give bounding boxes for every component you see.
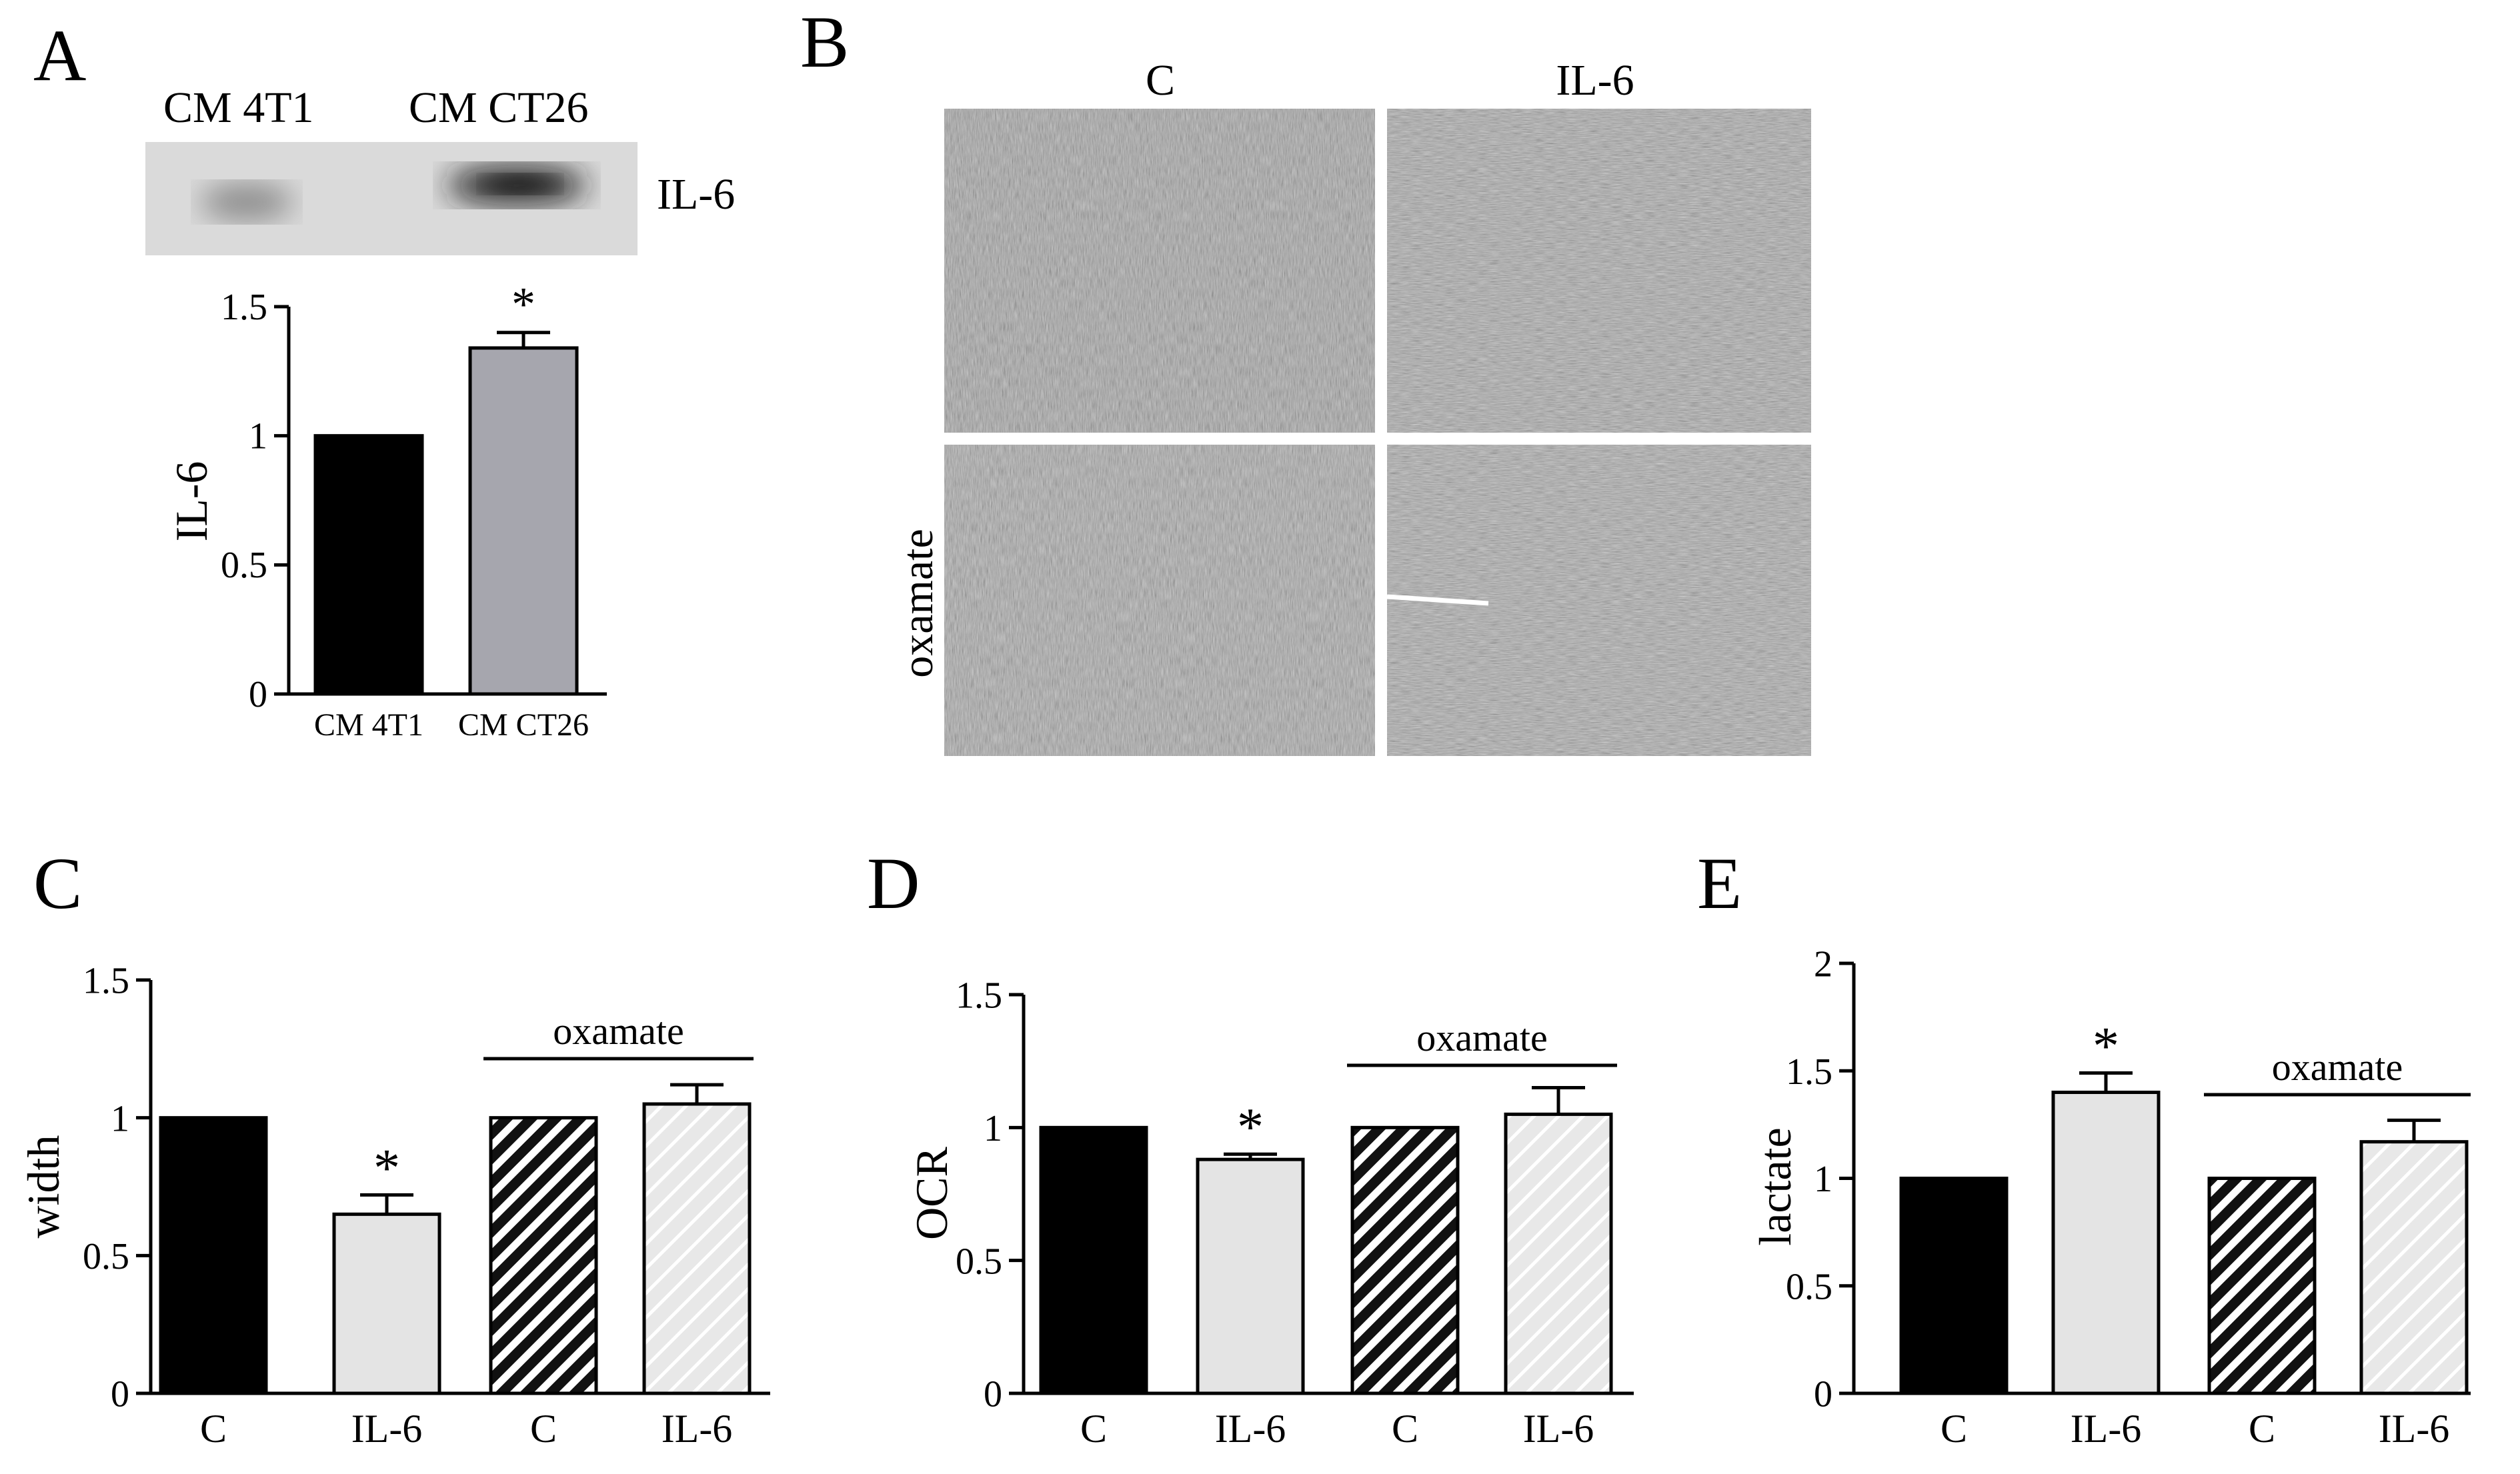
- panel-e-letter: E: [1697, 843, 1742, 924]
- panel-b: B C IL-6 oxamate: [800, 1, 1811, 756]
- panel-d-letter: D: [867, 843, 920, 924]
- bar-2: [1196, 1157, 1305, 1395]
- category-label-1: C: [1941, 1407, 1967, 1451]
- category-label-1: C: [1080, 1407, 1107, 1451]
- bar-4: [1504, 1112, 1613, 1395]
- scale-bar: [1386, 594, 1489, 606]
- group-label: oxamate: [1416, 1016, 1547, 1059]
- category-label-1: C: [200, 1407, 227, 1451]
- micrograph-il6: [1387, 109, 1811, 433]
- category-label-2: CM CT26: [458, 707, 589, 743]
- category-label-4: IL-6: [1523, 1407, 1594, 1451]
- category-label-2: IL-6: [2071, 1407, 2142, 1451]
- y-tick-label: 0: [1814, 1374, 1832, 1415]
- micrograph-column-label-il6: IL-6: [1556, 56, 1634, 105]
- y-tick-label: 1.5: [83, 961, 129, 1002]
- chart-a: 0 0.5 1 1.5 IL-6 CM 4T1 * CM CT26: [166, 278, 607, 743]
- group-label: oxamate: [553, 1009, 684, 1053]
- significance-marker-2: *: [2093, 1017, 2119, 1075]
- category-label-3: C: [2249, 1407, 2275, 1451]
- panel-e: E 0 0.5 1 1.5 2 lactate C * IL-6 C IL-6 oxamate: [1697, 843, 2471, 1451]
- micrograph-column-label-control: C: [1146, 56, 1175, 105]
- y-axis-label: IL-6: [166, 461, 217, 542]
- y-tick-label: 0.5: [956, 1241, 1002, 1282]
- group-label: oxamate: [2272, 1045, 2403, 1089]
- micrograph-control: [944, 109, 1375, 433]
- bar-4: [2359, 1140, 2469, 1395]
- y-tick-label: 0: [111, 1374, 129, 1415]
- y-tick-label: 1.5: [956, 975, 1002, 1017]
- bar-2: [332, 1212, 441, 1395]
- panel-a-letter: A: [33, 15, 86, 96]
- micrograph-grid: [944, 109, 1811, 756]
- y-tick-label: 1.5: [221, 287, 267, 328]
- y-tick-label: 1: [984, 1108, 1002, 1149]
- y-tick-label: 1.5: [1786, 1051, 1832, 1093]
- panel-a: A CM 4T1 CM CT26 IL-6 0 0.5 1 1.5 IL-6 CM 4T1…: [33, 15, 735, 743]
- blot-lane-label-1: CM 4T1: [163, 83, 314, 132]
- panel-c-letter: C: [33, 843, 82, 924]
- bar-1: [159, 1116, 268, 1395]
- y-tick-label: 2: [1814, 944, 1832, 985]
- y-tick-label: 0.5: [221, 545, 267, 586]
- y-tick-label: 0.5: [1786, 1266, 1832, 1307]
- category-label-3: C: [530, 1407, 557, 1451]
- chart-c: 0 0.5 1 1.5 width C * IL-6 C IL-6 oxamate: [18, 961, 770, 1451]
- bar-1: [313, 434, 424, 696]
- bar-1: [1899, 1177, 2009, 1395]
- blot-lane-label-2: CM CT26: [409, 83, 589, 132]
- y-axis-label: width: [18, 1135, 69, 1239]
- y-tick-label: 1: [1814, 1159, 1832, 1200]
- y-tick-label: 0: [249, 674, 267, 715]
- bar-2: [468, 346, 579, 696]
- bar-3: [1350, 1125, 1460, 1395]
- panel-c: C 0 0.5 1 1.5 width C * IL-6 C IL-6 oxamate: [18, 843, 770, 1451]
- blot-band-label: IL-6: [657, 170, 735, 219]
- y-tick-label: 1: [111, 1098, 129, 1139]
- y-axis-label: lactate: [1750, 1127, 1800, 1245]
- category-label-4: IL-6: [662, 1407, 733, 1451]
- significance-marker-2: *: [373, 1139, 400, 1197]
- y-axis-label: OCR: [906, 1146, 957, 1239]
- category-label-2: IL-6: [1215, 1407, 1286, 1451]
- bar-3: [2207, 1177, 2317, 1395]
- panel-b-letter: B: [800, 1, 849, 83]
- micrograph-oxamate-il6: [1386, 445, 1811, 756]
- chart-d: 0 0.5 1 1.5 OCR C * IL-6 C IL-6 oxamate: [906, 975, 1634, 1451]
- category-label-1: CM 4T1: [314, 707, 423, 743]
- micrograph-oxamate-control: [944, 445, 1375, 756]
- bar-4: [642, 1102, 752, 1395]
- y-tick-label: 0: [984, 1374, 1002, 1415]
- significance-marker-2: *: [1237, 1098, 1264, 1157]
- panel-d: D 0 0.5 1 1.5 OCR C * IL-6 C IL-6 oxamate: [867, 843, 1634, 1451]
- bar-3: [489, 1116, 598, 1395]
- western-blot-image: [145, 142, 638, 255]
- category-label-3: C: [1392, 1407, 1418, 1451]
- chart-e: 0 0.5 1 1.5 2 lactate C * IL-6 C IL-6 oxamate: [1750, 944, 2471, 1451]
- category-label-2: IL-6: [351, 1407, 423, 1451]
- y-tick-label: 1: [249, 416, 267, 457]
- micrograph-row-label-oxamate: oxamate: [894, 529, 942, 678]
- y-tick-label: 0.5: [83, 1236, 129, 1277]
- category-label-4: IL-6: [2379, 1407, 2450, 1451]
- significance-marker-2: *: [511, 278, 535, 331]
- bar-2: [2051, 1091, 2161, 1395]
- bar-1: [1039, 1125, 1148, 1395]
